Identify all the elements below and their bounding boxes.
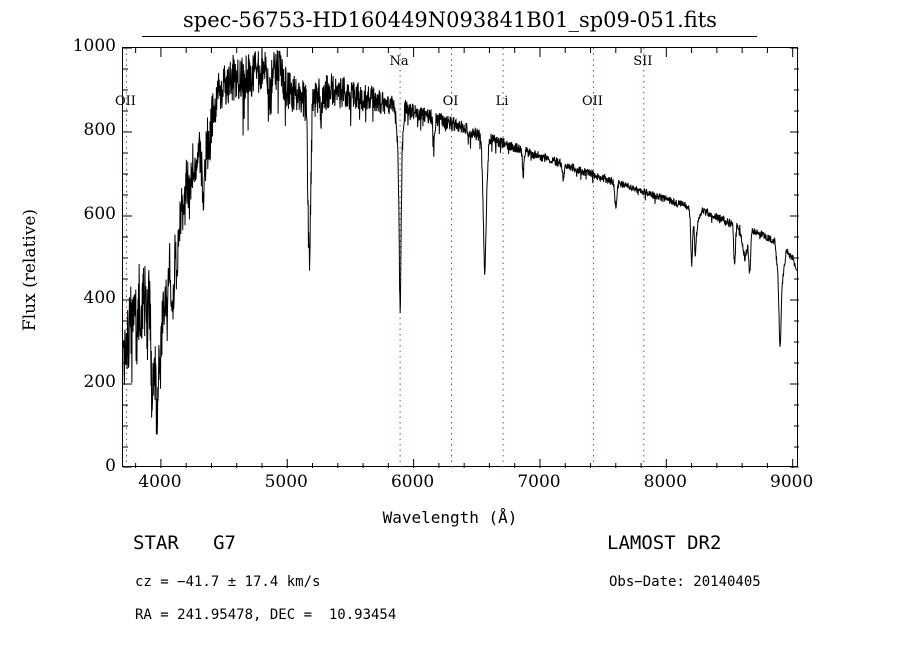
title-underline — [142, 36, 757, 37]
coordinates: RA = 241.95478, DEC = 10.93454 — [135, 607, 397, 623]
x-tick-label: 6000 — [390, 472, 435, 492]
y-axis-title: Flux (relative) — [20, 208, 40, 332]
survey-label: LAMOST DR2 — [607, 532, 722, 554]
spectral-line-label: OII — [114, 94, 136, 109]
x-tick-label: 9000 — [770, 472, 814, 492]
spectrum-trace — [123, 48, 799, 468]
spectral-line-label: Li — [495, 94, 509, 109]
obs-date: Obs−Date: 20140405 — [609, 574, 761, 590]
plot-area — [122, 47, 798, 467]
spectral-line-label: OII — [581, 94, 603, 109]
y-tick-label: 600 — [83, 204, 116, 224]
spectral-line-label: OI — [442, 94, 459, 109]
x-axis-title: Wavelength (Å) — [382, 508, 518, 527]
y-tick-label: 400 — [83, 288, 116, 308]
y-tick-label: 200 — [83, 372, 116, 392]
y-tick-label: 0 — [105, 456, 116, 476]
y-tick-label: 800 — [83, 120, 116, 140]
page-title: spec-56753-HD160449N093841B01_sp09-051.f… — [183, 8, 717, 32]
object-type: STAR G7 — [133, 532, 236, 554]
y-tick-label: 1000 — [72, 36, 116, 56]
x-tick-label: 7000 — [517, 472, 561, 492]
x-tick-label: 4000 — [138, 472, 182, 492]
spectral-line-label: SII — [633, 54, 653, 69]
spectral-line-label: Na — [389, 54, 409, 69]
x-tick-label: 5000 — [264, 472, 308, 492]
x-tick-label: 8000 — [643, 472, 687, 492]
redshift-velocity: cz = −41.7 ± 17.4 km/s — [135, 574, 321, 590]
flux-curve — [123, 48, 796, 435]
